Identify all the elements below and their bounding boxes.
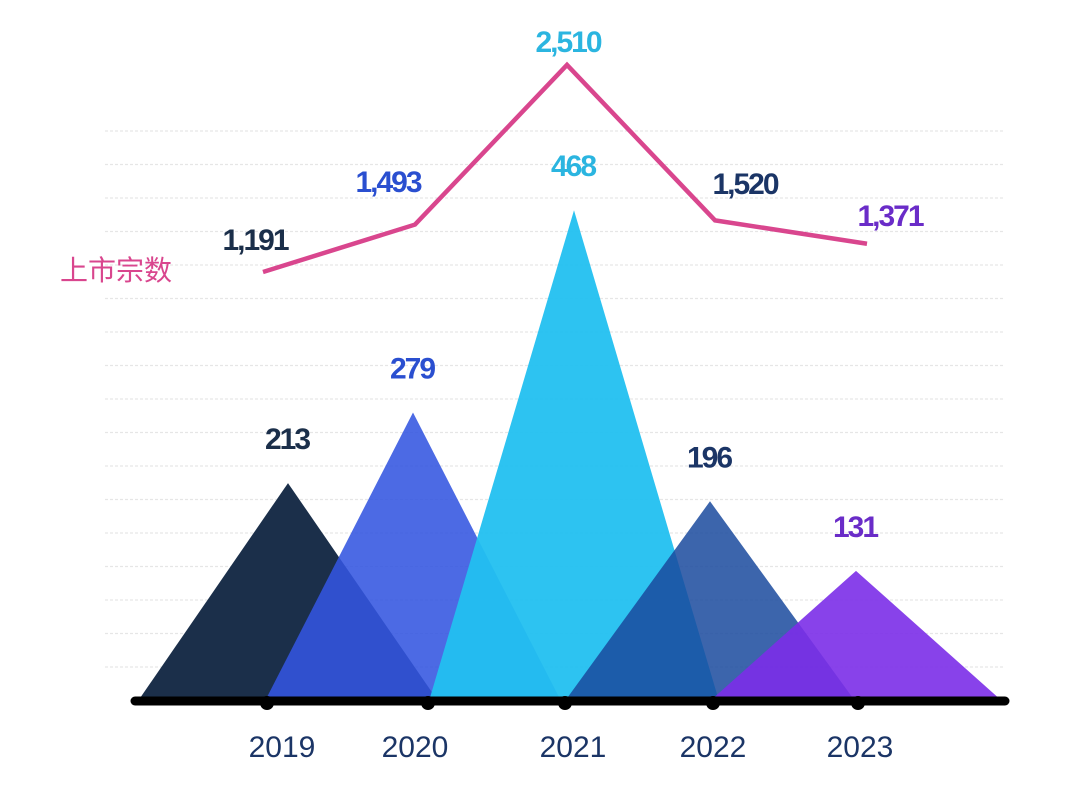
triangle-bar-2023 — [710, 570, 1002, 701]
x-tick-label: 2023 — [827, 731, 894, 764]
line-series-label: 上市宗数 — [60, 254, 172, 287]
line-data-label: 1,493 — [355, 166, 421, 199]
line-series — [262, 61, 868, 275]
line-data-label: 1,520 — [712, 168, 778, 201]
x-axis: 2019 2020 2021 2022 2023 — [130, 696, 1010, 764]
axis-tick-dot — [851, 696, 865, 710]
bar-data-label: 468 — [551, 150, 596, 183]
line-data-label: 2,510 — [535, 26, 601, 59]
x-tick-label: 2020 — [382, 731, 449, 764]
axis-tick-dot — [421, 696, 435, 710]
x-tick-label: 2022 — [680, 731, 747, 764]
x-tick-label: 2021 — [540, 731, 607, 764]
bar-data-label: 279 — [390, 352, 435, 385]
triangle-bar-2021 — [429, 210, 719, 702]
x-tick-label: 2019 — [249, 731, 316, 764]
triangle-bars — [138, 210, 1002, 702]
axis-tick-dot — [706, 696, 720, 710]
bar-data-label: 196 — [687, 441, 732, 474]
bar-data-label: 213 — [265, 423, 310, 456]
line-data-label: 1,371 — [857, 200, 923, 233]
axis-tick-dot — [260, 696, 274, 710]
bar-data-label: 131 — [833, 511, 878, 544]
axis-tick-dot — [558, 696, 572, 710]
line-data-label: 1,191 — [222, 224, 288, 257]
data-labels: 1,191 1,493 2,510 1,520 1,371 213 279 468 196 131 — [222, 26, 925, 544]
